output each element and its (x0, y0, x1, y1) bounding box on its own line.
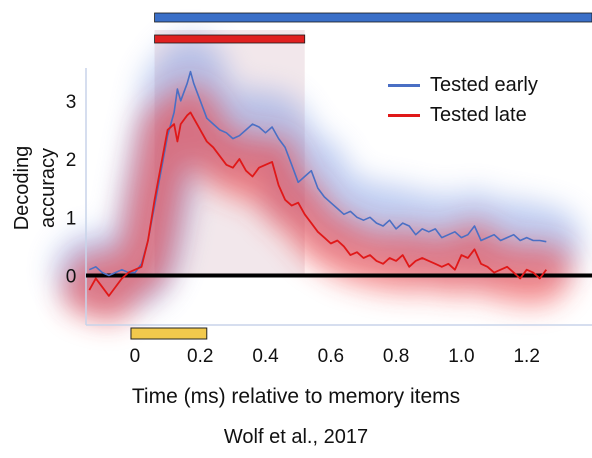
x-tick-label: 0.6 (318, 346, 344, 367)
legend-swatch-late (388, 113, 420, 117)
x-tick-label: 0.8 (383, 346, 409, 367)
legend-item-early: Tested early (388, 70, 538, 100)
series-line-tested-late (88, 111, 548, 297)
tick-labels: 0 0.2 0.4 0.6 0.8 1.0 1.2 0 1 2 3 (66, 92, 540, 367)
y-tick-label: 3 (66, 92, 77, 113)
x-tick-label: 0 (130, 346, 141, 367)
legend-label-late: Tested late (430, 103, 527, 126)
legend: Tested early Tested late (388, 70, 538, 130)
x-axis-label: Time (ms) relative to memory items (131, 385, 461, 408)
y-tick-label: 0 (66, 266, 77, 287)
y-tick-label: 2 (66, 150, 77, 171)
y-axis-label: Decoding accuracy (11, 145, 59, 231)
x-tick-label: 0.4 (252, 346, 279, 367)
series-line-tested-early (88, 70, 547, 277)
legend-swatch-early (388, 83, 420, 87)
x-tick-label: 1.0 (448, 346, 474, 367)
significance-bar-late (154, 34, 306, 44)
series-lines (88, 70, 548, 297)
figure-caption: Wolf et al., 2017 (223, 426, 369, 448)
y-tick-label: 1 (66, 208, 77, 229)
axes (85, 68, 592, 326)
significance-bars (130, 12, 592, 340)
significance-bar-early (154, 12, 592, 23)
x-tick-label: 1.2 (513, 346, 539, 367)
legend-label-early: Tested early (430, 73, 538, 96)
stimulus-bar (130, 327, 208, 340)
legend-item-late: Tested late (388, 100, 538, 130)
x-tick-label: 0.2 (187, 346, 213, 367)
